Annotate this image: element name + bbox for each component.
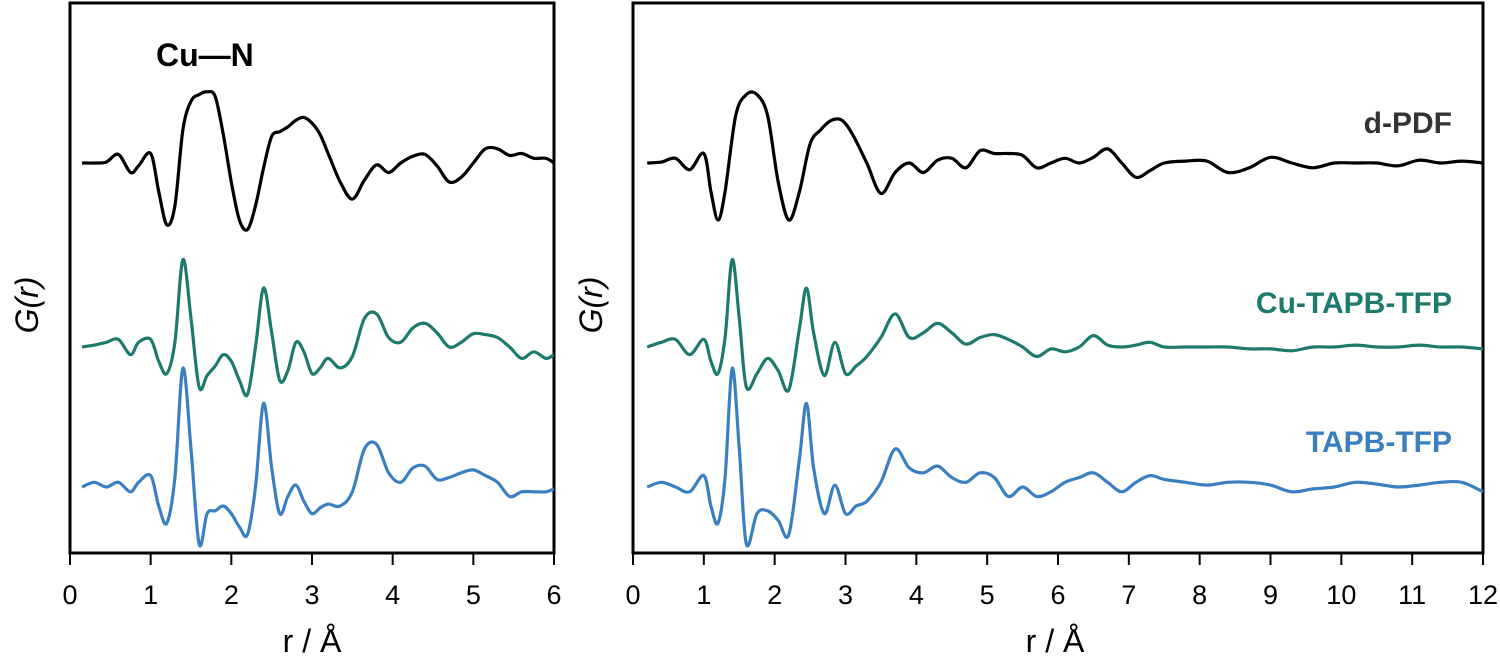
- right-x-tick-label: 1: [696, 580, 711, 610]
- right-x-tick-label: 3: [838, 580, 853, 610]
- left-panel: 0 1 2 3 4 5 6 Cu—N G(r) r / Å: [9, 1, 562, 659]
- left-y-axis-label: G(r): [9, 277, 45, 334]
- left-annotation: Cu—N: [156, 37, 254, 73]
- left-x-tick-label: 0: [62, 580, 77, 610]
- left-series-line-cu-tapb-tfp: [81, 257, 555, 398]
- left-x-tick-label: 2: [224, 580, 239, 610]
- right-x-tick-label: 12: [1468, 580, 1498, 610]
- legend-tapb-tfp: TAPB-TFP: [1306, 426, 1452, 459]
- left-x-tick-label: 3: [304, 580, 319, 610]
- right-x-axis-label: r / Å: [1026, 623, 1085, 659]
- left-series-line-d-pdf: [82, 89, 555, 232]
- right-x-tick-label: 6: [1050, 580, 1065, 610]
- left-x-tick-label: 5: [466, 580, 481, 610]
- right-panel: 0 1 2 3 4 5 6 7 8 9 10 11 12 G(r) r / Å d-PDF Cu-TAP…: [573, 1, 1498, 659]
- left-x-tick-label: 4: [385, 580, 400, 610]
- legend-cu-tapb-tfp: Cu-TAPB-TFP: [1256, 287, 1452, 320]
- legend-d-pdf: d-PDF: [1364, 107, 1452, 140]
- right-x-tick-label: 4: [909, 580, 924, 610]
- right-plot-frame: [631, 1, 1485, 555]
- left-x-tick-label: 6: [546, 580, 561, 610]
- left-x-ticks: 0 1 2 3 4 5 6: [62, 553, 562, 610]
- left-series-group: [81, 89, 555, 548]
- right-x-tick-label: 11: [1398, 580, 1426, 610]
- right-series-line-d-pdf: [647, 90, 1484, 222]
- right-x-ticks: 0 1 2 3 4 5 6 7 8 9 10 11 12: [625, 553, 1498, 610]
- left-series-line-tapb-tfp: [81, 366, 555, 548]
- right-x-tick-label: 10: [1326, 580, 1356, 610]
- left-x-axis-label: r / Å: [283, 623, 342, 659]
- right-x-tick-label: 0: [625, 580, 640, 610]
- right-x-tick-label: 5: [980, 580, 995, 610]
- right-x-tick-label: 7: [1121, 580, 1136, 610]
- left-x-tick-label: 1: [143, 580, 158, 610]
- right-series-line-tapb-tfp: [646, 366, 1484, 548]
- right-x-tick-label: 2: [767, 580, 782, 610]
- right-series-group: [646, 90, 1484, 548]
- right-series-line-cu-tapb-tfp: [646, 257, 1484, 393]
- right-y-axis-label: G(r): [573, 277, 609, 334]
- left-plot-frame: [68, 1, 556, 555]
- right-x-tick-label: 8: [1192, 580, 1207, 610]
- right-x-tick-label: 9: [1263, 580, 1278, 610]
